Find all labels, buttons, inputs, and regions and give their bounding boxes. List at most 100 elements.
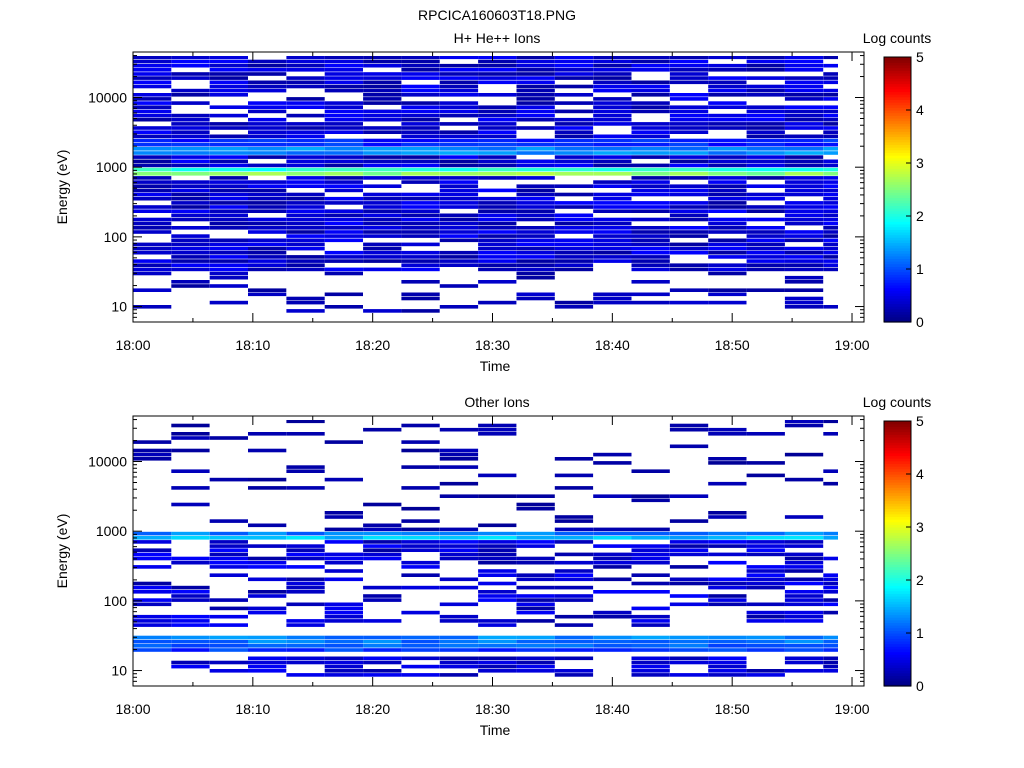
spectrogram-cell [286,122,325,126]
spectrogram-cell [401,656,440,661]
spectrogram-cell [516,117,555,122]
spectrogram-cell [286,242,325,247]
spectrogram-cell [516,226,555,230]
spectrogram-cell [171,590,210,594]
colorbar-swatch [884,221,911,225]
y-tick-label: 10000 [88,90,127,106]
spectrogram-cell [823,138,838,143]
spectrogram-cell [171,226,210,230]
spectrogram-cell [746,259,785,263]
spectrogram-cell [823,602,838,607]
spectrogram-cell [209,221,248,226]
spectrogram-cell [669,184,709,188]
spectrogram-cell [478,80,517,85]
spectrogram-cell [631,167,670,172]
spectrogram-cell [746,544,785,548]
spectrogram-cell [593,205,632,209]
spectrogram-cell [478,205,517,209]
colorbar-swatch [884,479,911,483]
spectrogram-cell [554,151,594,155]
spectrogram-cell [439,192,479,197]
spectrogram-cell [516,72,555,76]
spectrogram-cell [631,209,670,213]
spectrogram-cell [823,556,838,561]
spectrogram-cell [708,581,747,586]
spectrogram-cell [363,80,402,85]
spectrogram-cell [554,159,594,164]
spectrogram-cell [248,523,287,528]
spectrogram-cell [324,552,363,557]
spectrogram-cell [631,552,670,557]
spectrogram-cell [439,151,479,155]
spectrogram-cell [823,117,838,122]
spectrogram-cell [746,205,785,209]
spectrogram-cell [746,59,785,64]
spectrogram-cell [784,117,824,122]
spectrogram-cell [401,230,440,234]
colorbar-swatch [884,136,911,140]
spectrogram-cell [286,556,325,561]
spectrogram-cell [439,648,479,652]
spectrogram-cell [401,465,440,469]
spectrogram-cell [746,669,785,673]
spectrogram-cell [593,610,632,615]
spectrogram-cell [286,585,325,590]
spectrogram-cell [478,656,517,661]
spectrogram-cell [593,184,632,188]
colorbar-swatch [884,593,911,597]
spectrogram-cell [593,63,632,68]
spectrogram-cell [516,138,555,143]
spectrogram-cell [631,259,670,263]
spectrogram-cell [324,59,363,64]
spectrogram-cell [248,138,287,143]
colorbar-swatch [884,463,911,467]
spectrogram-cell [554,213,594,218]
spectrogram-cell [286,84,325,89]
colorbar-swatch [884,511,911,515]
spectrogram-cell [784,275,824,280]
spectrogram-cell [171,423,210,428]
spectrogram-cell [478,255,517,259]
spectrogram-cell [746,192,785,197]
spectrogram-cell [631,660,670,665]
spectrogram-cell [516,93,555,97]
spectrogram-cell [363,97,402,101]
spectrogram-cell [133,80,172,85]
spectrogram-cell [631,639,670,644]
spectrogram-cell [439,635,479,640]
spectrogram-cell [439,196,479,201]
spectrogram-cell [401,423,440,428]
spectrogram-cell [784,192,824,197]
spectrogram-cell [669,423,709,428]
spectrogram-cell [248,142,287,147]
spectrogram-cell [669,176,709,180]
spectrogram-cell [286,536,325,540]
spectrogram-cell [708,209,747,213]
spectrogram-cell [516,644,555,648]
spectrogram-cell [286,155,325,159]
spectrogram-cell [516,159,555,164]
spectrogram-cell [593,226,632,230]
spectrogram-cell [746,635,785,640]
spectrogram-cell [478,213,517,218]
spectrogram-cell [631,263,670,267]
spectrogram-cell [669,531,709,536]
spectrogram-cell [823,648,838,652]
spectrogram-cell [401,209,440,213]
spectrogram-cell [248,590,287,594]
spectrogram-cell [593,238,632,243]
spectrogram-cell [478,569,517,573]
spectrogram-cell [478,113,517,118]
spectrogram-cell [363,523,402,528]
spectrogram-cell [669,209,709,213]
spectrogram-cell [171,250,210,255]
spectrogram-cell [516,109,555,114]
spectrogram-cell [324,68,363,72]
spectrogram-cell [133,59,172,64]
spectrogram-cell [631,126,670,130]
spectrogram-cell [363,172,402,176]
spectrogram-cell [324,569,363,573]
colorbar-swatch [884,194,911,199]
